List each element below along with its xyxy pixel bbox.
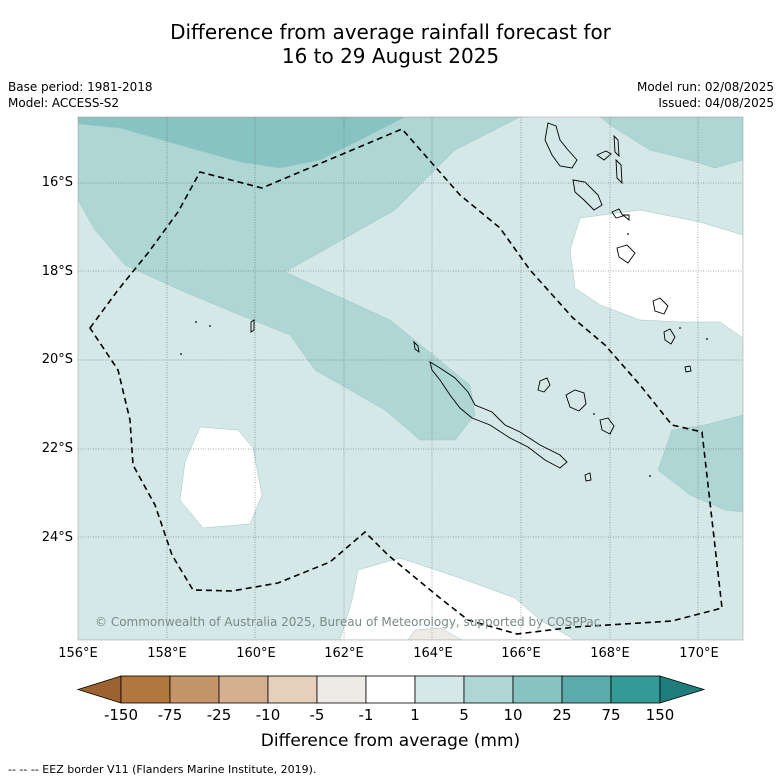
colorbar-swatch <box>169 675 220 704</box>
colorbar-tick-label: -10 <box>255 706 281 724</box>
colorbar <box>76 675 706 704</box>
map-title-line-1: Difference from average rainfall forecas… <box>170 20 611 44</box>
lat-label-16s: 16°S <box>41 175 73 190</box>
vanuatu-malekula <box>572 179 603 211</box>
vanuatu-ambae <box>596 150 612 161</box>
lon-label-156e: 156°E <box>58 646 98 661</box>
vanuatu-espiritu-santo <box>544 122 578 169</box>
anomaly-band-25-to-75-north <box>78 117 406 169</box>
vanuatu-efate <box>616 244 636 264</box>
colorbar-swatch <box>414 675 465 704</box>
vanuatu-erromango <box>652 297 669 315</box>
issued-label: Issued: 04/08/2025 <box>658 96 774 110</box>
colorbar-tick-label: -75 <box>157 706 183 724</box>
reef-islet-8 <box>627 233 629 235</box>
reef-islet-5 <box>649 475 651 477</box>
colorbar-swatch <box>218 675 269 704</box>
reef-islet-2 <box>209 325 211 327</box>
dry-patch-south <box>407 627 463 640</box>
reef-islet-7 <box>593 413 595 415</box>
colorbar-tick-label: 1 <box>410 706 420 724</box>
lon-label-162e: 162°E <box>324 646 364 661</box>
belep-islands <box>413 340 420 354</box>
colorbar-swatch <box>365 675 416 704</box>
colorbar-tick-label: 10 <box>503 706 523 724</box>
colorbar-tick-label: 75 <box>601 706 621 724</box>
colorbar-tick-label: 25 <box>552 706 572 724</box>
colorbar-tick-label: -25 <box>206 706 232 724</box>
base-period-label: Base period: 1981-2018 <box>8 80 153 94</box>
loyalty-island-ouvea <box>537 377 551 393</box>
colorbar-tick-label: -1 <box>358 706 374 724</box>
reef-islet-4 <box>706 338 708 340</box>
lat-label-24s: 24°S <box>41 530 73 545</box>
colorbar-swatch <box>316 675 367 704</box>
colorbar-tick-label: -5 <box>309 706 325 724</box>
lon-label-160e: 160°E <box>236 646 276 661</box>
graticule <box>78 117 743 640</box>
vanuatu-tanna <box>663 328 676 345</box>
colorbar-extend-high <box>659 675 706 704</box>
eez-footnote: -- -- -- EEZ border V11 (Flanders Marine… <box>8 763 317 776</box>
new-caledonia-coastline <box>429 361 568 469</box>
colorbar-swatch <box>463 675 514 704</box>
model-run-label: Model run: 02/08/2025 <box>636 80 774 94</box>
colorbar-swatch <box>267 675 318 704</box>
map-frame <box>77 116 744 641</box>
isle-of-pines <box>584 472 592 482</box>
islands <box>180 122 708 482</box>
lat-label-22s: 22°S <box>41 441 73 456</box>
lon-label-170e: 170°E <box>679 646 719 661</box>
reef-islet-3 <box>180 353 182 355</box>
colorbar-tick-label: 5 <box>459 706 469 724</box>
colorbar-swatch <box>512 675 563 704</box>
lon-label-164e: 164°E <box>413 646 453 661</box>
loyalty-island-lifou <box>565 389 587 412</box>
copyright-notice: © Commonwealth of Australia 2025, Bureau… <box>95 615 600 629</box>
loyalty-island-mare <box>599 417 615 435</box>
colorbar-title: Difference from average (mm) <box>260 731 521 751</box>
vanuatu-epi-shepherd <box>611 208 630 221</box>
reef-islet-6 <box>679 327 681 329</box>
lon-label-168e: 168°E <box>590 646 630 661</box>
vanuatu-maewo-pentecost <box>613 134 623 185</box>
anomaly-band-10-to-25-east <box>657 414 743 513</box>
model-label: Model: ACCESS-S2 <box>8 96 120 110</box>
near-normal-patch-west <box>179 426 263 529</box>
lon-label-166e: 166°E <box>501 646 541 661</box>
anomaly-band-10-to-25-north <box>78 117 521 441</box>
colorbar-extend-low <box>76 675 122 704</box>
near-normal-patch-south <box>339 557 576 640</box>
chesterfield-reef <box>250 319 255 333</box>
colorbar-tick-label: 150 <box>645 706 675 724</box>
colorbar-swatch <box>120 675 171 704</box>
eez-border <box>89 128 723 635</box>
vanuatu-aneityum <box>684 365 692 373</box>
map-area: © Commonwealth of Australia 2025, Bureau… <box>78 117 743 640</box>
colorbar-swatch <box>561 675 612 704</box>
anomaly-band-10-to-25-northeast <box>599 117 743 169</box>
colorbar-tick-label: -150 <box>103 706 139 724</box>
map-title-line-2: 16 to 29 August 2025 <box>281 44 500 68</box>
reef-islet-1 <box>195 321 197 323</box>
near-normal-patch-east <box>569 209 743 339</box>
colorbar-swatch <box>610 675 661 704</box>
lat-label-20s: 20°S <box>41 352 73 367</box>
lat-label-18s: 18°S <box>41 264 73 279</box>
lon-label-158e: 158°E <box>147 646 187 661</box>
